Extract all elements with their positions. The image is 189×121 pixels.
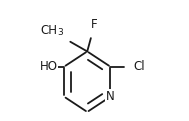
Text: HO: HO [40, 60, 57, 73]
Text: Cl: Cl [133, 60, 145, 73]
Text: CH: CH [40, 24, 57, 37]
Text: N: N [106, 90, 115, 103]
Text: F: F [91, 18, 98, 31]
Text: 3: 3 [58, 28, 63, 37]
